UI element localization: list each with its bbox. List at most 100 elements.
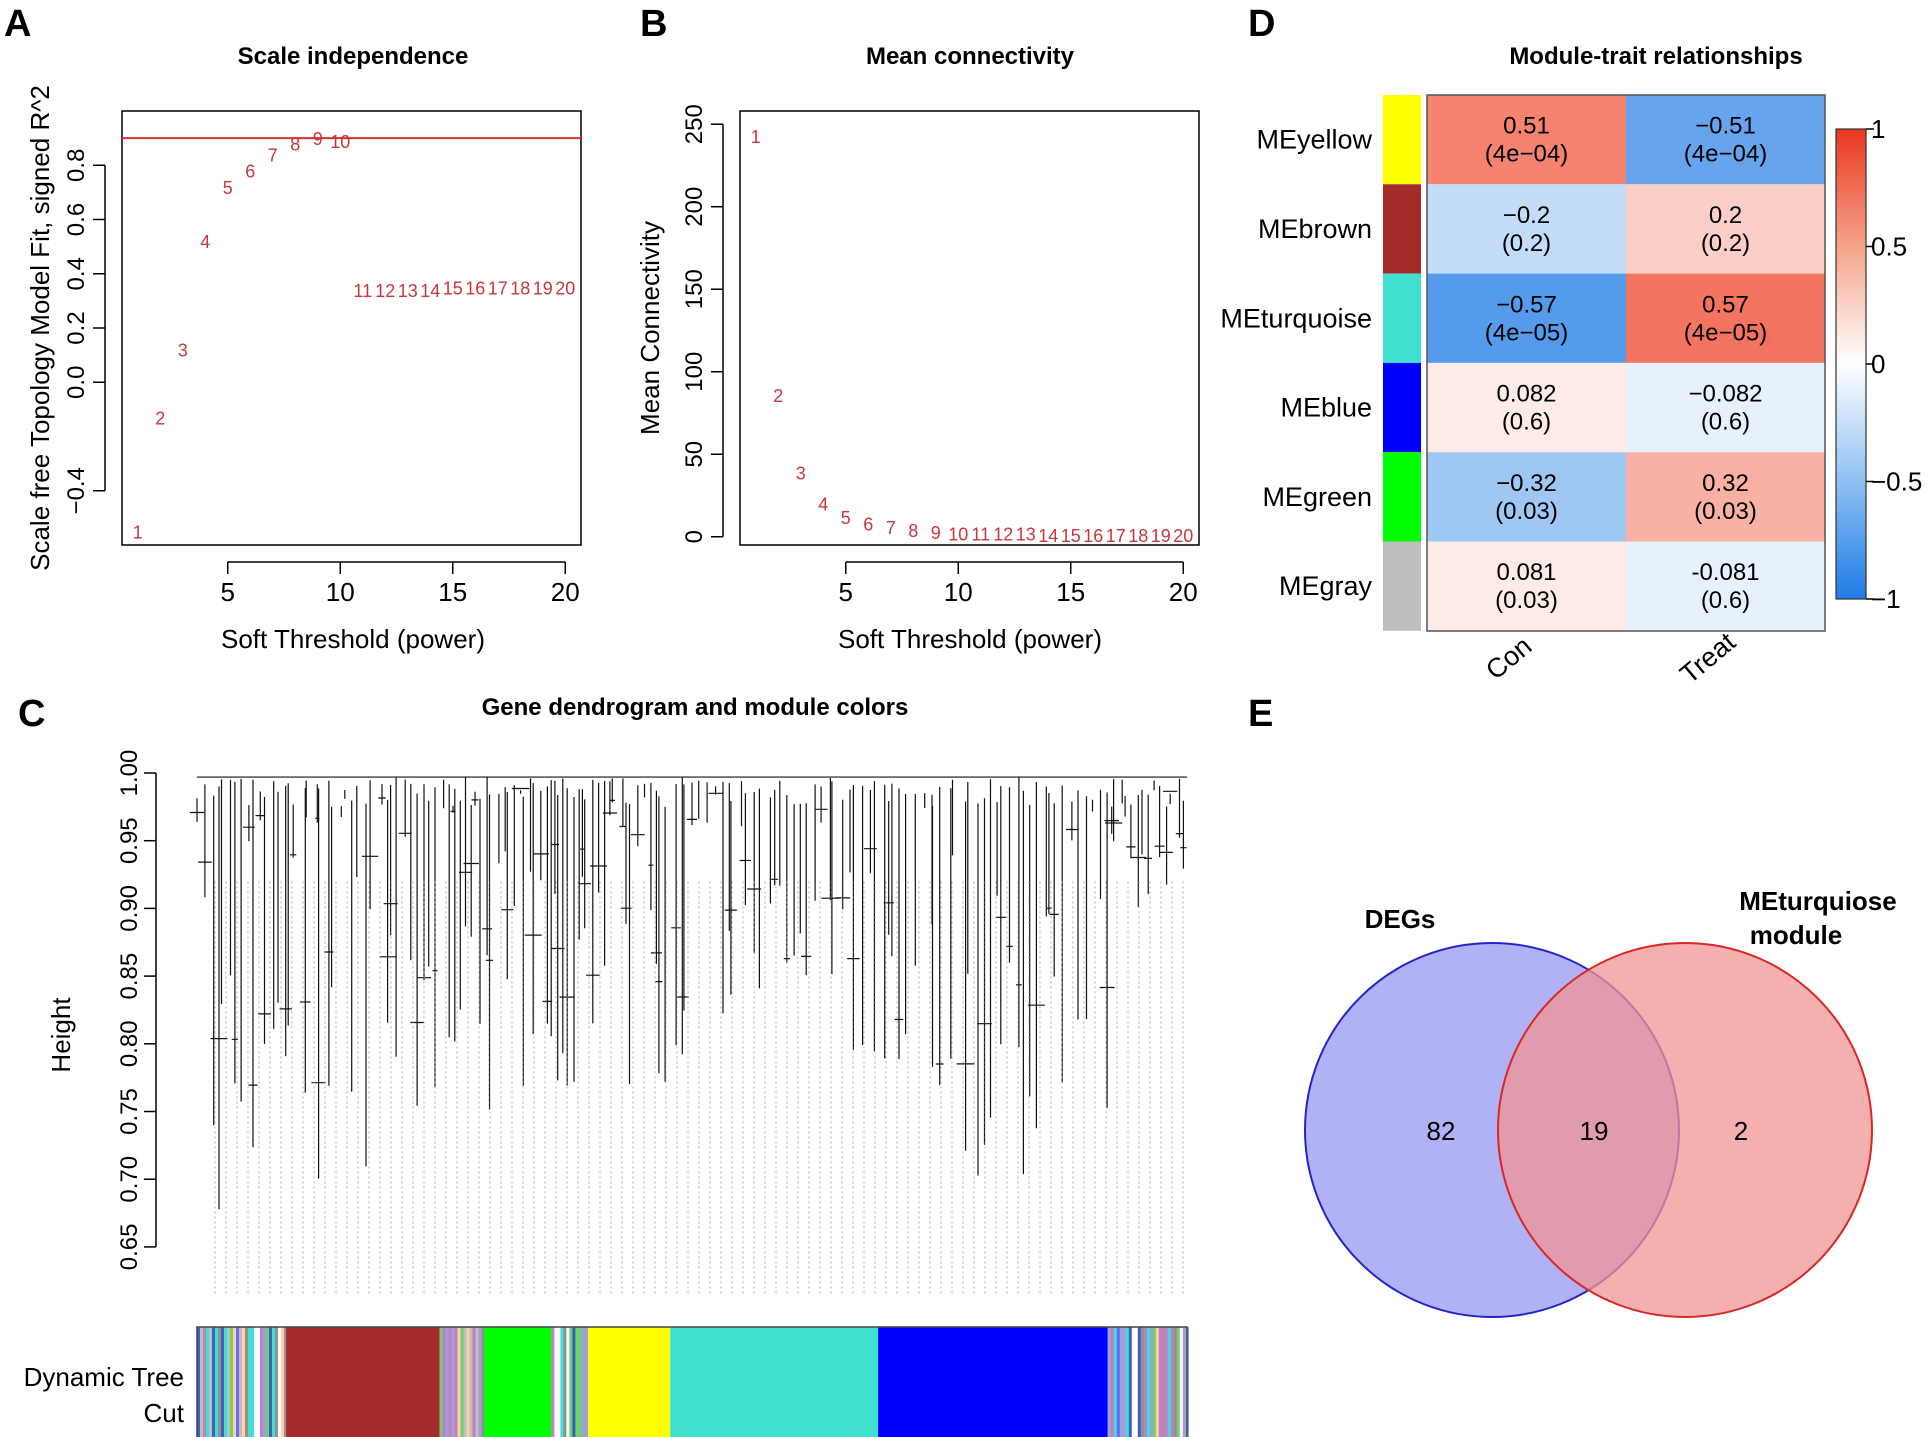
module-color-stripe	[469, 1327, 473, 1437]
venn-label-module-line2: module	[1750, 920, 1842, 950]
module-color-stripe	[551, 1327, 555, 1437]
module-color-stripe	[218, 1327, 222, 1437]
a-point-label: 18	[510, 278, 530, 298]
b-point-label: 3	[796, 463, 806, 483]
heatmap-cell-correlation: 0.32	[1702, 470, 1749, 497]
panel-letter-d: D	[1248, 3, 1275, 45]
heatmap-cell-correlation: −0.082	[1688, 381, 1762, 408]
module-color-stripe	[1119, 1327, 1123, 1437]
module-color-stripe	[445, 1327, 449, 1437]
module-color-stripe	[1122, 1327, 1126, 1437]
b-x-tick-label: 20	[1169, 577, 1198, 607]
heatmap-cell-correlation: 0.57	[1702, 291, 1749, 318]
module-color-stripe	[197, 1327, 201, 1437]
panel-a-title: Scale independence	[238, 43, 469, 70]
module-color-stripe	[454, 1327, 458, 1437]
module-color-stripe	[1167, 1327, 1171, 1437]
module-color-stripe	[1143, 1327, 1147, 1437]
panel-c-colorbar-label-line2: Cut	[144, 1398, 185, 1428]
heatmap-cell	[1427, 184, 1626, 274]
a-y-tick-label: −0.4	[63, 467, 90, 514]
heatmap-cell-correlation: −0.57	[1496, 291, 1557, 318]
panel-letter-e: E	[1248, 693, 1273, 735]
heatmap-cell-pvalue: (0.6)	[1701, 409, 1750, 436]
panel-b-plot-box	[739, 110, 1200, 546]
b-point-label: 5	[841, 508, 851, 528]
module-color-stripe	[572, 1327, 576, 1437]
module-color-segment	[878, 1327, 1108, 1437]
heatmap-column-label: Con	[1480, 631, 1537, 686]
module-color-stripe	[1155, 1327, 1159, 1437]
module-color-stripe	[248, 1327, 252, 1437]
a-y-tick-label: 0.4	[63, 257, 90, 290]
panel-c-module-color-bar	[197, 1327, 1189, 1437]
b-point-label: 15	[1061, 526, 1081, 546]
module-color-swatch	[1383, 273, 1421, 363]
panel-letter-c: C	[18, 693, 45, 735]
module-color-stripe	[569, 1327, 573, 1437]
legend-tick-label: 0	[1871, 349, 1885, 379]
a-point-label: 12	[375, 281, 395, 301]
module-color-stripe	[200, 1327, 204, 1437]
a-point-label: 15	[443, 278, 463, 298]
module-color-stripe	[472, 1327, 476, 1437]
panel-a-x-label: Soft Threshold (power)	[221, 624, 485, 654]
b-point-label: 9	[931, 523, 941, 543]
module-color-segment	[286, 1327, 440, 1437]
module-color-stripe	[239, 1327, 243, 1437]
panel-a-y-label: Scale free Topology Model Fit, signed R^…	[25, 85, 55, 571]
a-point-label: 20	[555, 278, 575, 298]
module-color-stripe	[1176, 1327, 1180, 1437]
b-point-label: 14	[1038, 526, 1058, 546]
panel-d-column-labels: Con Treat	[1480, 626, 1741, 689]
module-color-stripe	[1158, 1327, 1162, 1437]
module-color-stripe	[227, 1327, 231, 1437]
module-color-stripe	[475, 1327, 479, 1437]
panel-b-x-axis: 5 10 15 20	[839, 561, 1198, 607]
module-color-stripe	[457, 1327, 461, 1437]
panel-c-y-axis: 0.65 0.70 0.75 0.80 0.85 0.90 0.95 1.00	[116, 750, 157, 1270]
venn-count-both: 19	[1580, 1116, 1609, 1146]
b-point-label: 11	[971, 524, 990, 544]
module-color-swatch	[1383, 362, 1421, 453]
a-point-label: 4	[200, 232, 210, 252]
heatmap-cell-correlation: −0.2	[1503, 202, 1550, 229]
heatmap-cell	[1626, 362, 1825, 453]
module-color-stripe	[278, 1327, 282, 1437]
heatmap-cell	[1626, 184, 1825, 274]
a-point-label: 13	[398, 281, 418, 301]
panel-a-scale-independence: Scale independence −0.4 0.0 0.2 0.4 0.6 0.8 5…	[25, 43, 582, 654]
heatmap-cell-pvalue: (4e−04)	[1684, 141, 1767, 168]
panel-c-y-label: Height	[46, 997, 76, 1073]
a-point-label: 5	[223, 178, 233, 198]
b-x-tick-label: 5	[839, 577, 853, 607]
a-point-label: 7	[268, 145, 278, 165]
module-name-label: MEgreen	[1262, 482, 1372, 512]
panel-b-title: Mean connectivity	[866, 43, 1075, 70]
panel-c-title: Gene dendrogram and module colors	[482, 694, 909, 721]
a-x-tick-label: 15	[438, 577, 467, 607]
module-color-stripe	[284, 1327, 288, 1437]
module-color-stripe	[1137, 1327, 1141, 1437]
heatmap-cell-correlation: 0.081	[1496, 559, 1556, 586]
module-color-stripe	[1116, 1327, 1120, 1437]
b-y-tick-label: 150	[681, 269, 708, 309]
panel-d-title: Module-trait relationships	[1509, 43, 1802, 70]
panel-letter-a: A	[4, 3, 31, 45]
b-point-label: 12	[993, 524, 1013, 544]
heatmap-cell	[1626, 452, 1825, 542]
b-point-label: 6	[863, 515, 873, 535]
a-x-tick-label: 10	[326, 577, 355, 607]
module-color-stripe	[1140, 1327, 1144, 1437]
module-color-segment	[670, 1327, 879, 1437]
b-point-label: 18	[1128, 526, 1148, 546]
b-point-label: 13	[1016, 524, 1036, 544]
a-point-label: 3	[178, 341, 188, 361]
heatmap-cell	[1427, 541, 1626, 631]
module-color-stripe	[1152, 1327, 1156, 1437]
b-y-tick-label: 50	[681, 441, 708, 468]
heatmap-cell-pvalue: (0.6)	[1701, 587, 1750, 614]
heatmap-cell-pvalue: (0.03)	[1495, 587, 1558, 614]
